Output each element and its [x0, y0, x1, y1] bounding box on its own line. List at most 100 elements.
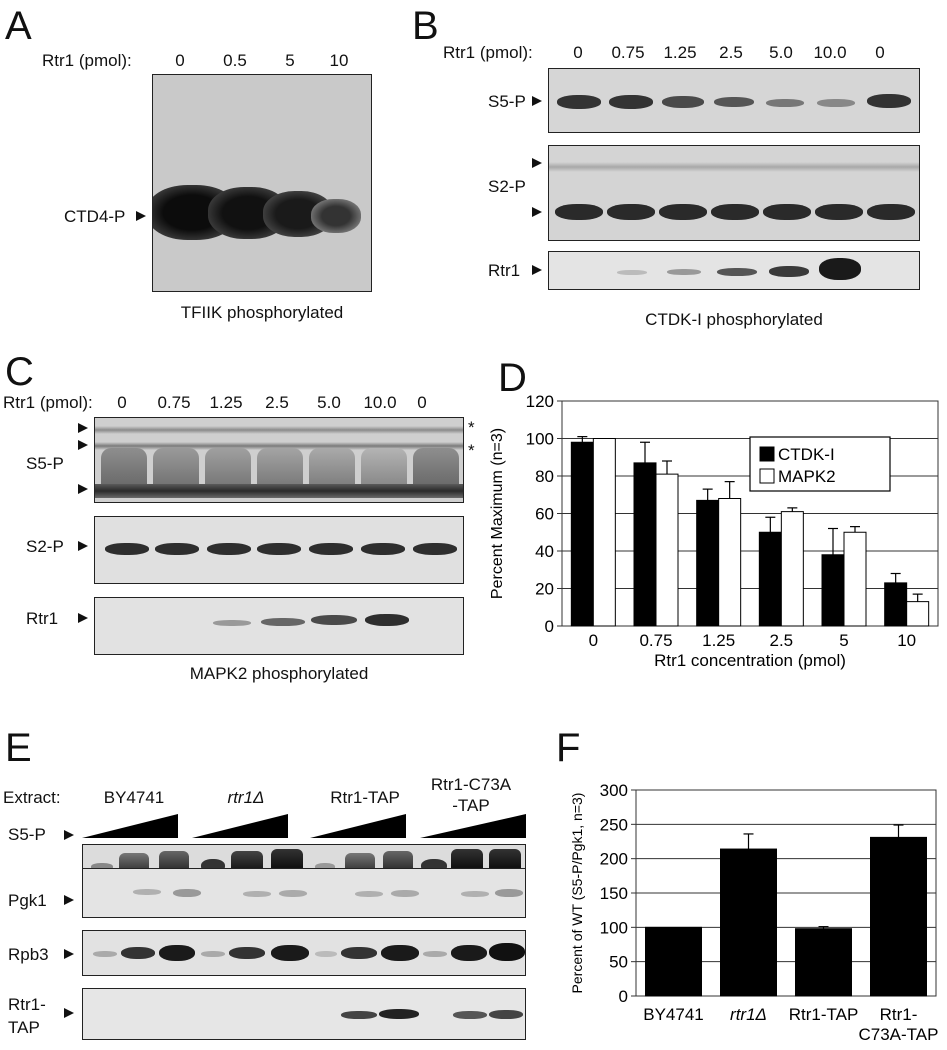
arrow-icon [64, 949, 74, 959]
bar [592, 438, 616, 627]
bar [795, 928, 852, 997]
x-tick-label: rtr1Δ [730, 1005, 767, 1024]
panel-b-blot-s5p [548, 68, 920, 133]
panel-c-lane-label: 10.0 [363, 393, 397, 412]
panel-c-axis-label: Rtr1 (pmol): [3, 393, 93, 412]
arrow-icon [532, 158, 542, 168]
x-tick-label: 0.75 [639, 631, 672, 650]
bar [718, 498, 742, 627]
panel-a-lane-label: 5 [285, 51, 295, 70]
panel-a-lane-label: 10 [329, 51, 349, 70]
panel-c-blot-rtr1 [94, 597, 464, 655]
bar [696, 499, 720, 627]
panel-a-blot [152, 74, 372, 292]
panel-e-strain-label: rtr1Δ [227, 788, 265, 807]
asterisk-marker: * [468, 441, 475, 460]
panel-c-blot-s2p [94, 516, 464, 584]
x-tick-label: 5 [839, 631, 848, 650]
panel-e-blot-label: TAP [8, 1018, 40, 1037]
panel-b-lane-label: 0 [875, 43, 885, 62]
arrow-icon [78, 484, 88, 494]
panel-a-letter: A [5, 4, 32, 48]
panel-b-lane-label: 10.0 [813, 43, 847, 62]
bar [884, 582, 908, 627]
arrow-icon [64, 895, 74, 905]
panel-d-chart: 0 20 40 60 80 100 120 Percent Maximum (n=3) 0 0.7… [489, 392, 939, 670]
panel-c-blot-s5p [94, 417, 464, 503]
panel-e-strain-label: Rtr1-TAP [330, 788, 400, 807]
legend-label: MAPK2 [778, 467, 836, 486]
arrow-icon [532, 207, 542, 217]
panel-c-caption: MAPK2 phosphorylated [189, 664, 369, 683]
bar [645, 926, 702, 997]
legend-swatch [759, 468, 775, 484]
titration-wedge [192, 814, 288, 838]
y-tick-label: 0 [545, 617, 554, 636]
bar [720, 848, 777, 997]
bar [633, 462, 657, 627]
asterisk-marker: * [468, 418, 475, 437]
bar [780, 511, 804, 627]
panel-b-lane-label: 1.25 [663, 43, 697, 62]
bar [655, 473, 679, 627]
arrow-icon [136, 211, 146, 221]
panel-b-blot-label: S2-P [488, 177, 526, 196]
titration-wedge [420, 814, 526, 838]
arrow-icon [78, 541, 88, 551]
panel-c-lane-label: 5.0 [317, 393, 341, 412]
legend-swatch [759, 446, 775, 462]
y-tick-label: 40 [535, 542, 554, 561]
panel-c-lane-label: 0.75 [157, 393, 191, 412]
panel-b-blot-label: Rtr1 [488, 261, 521, 280]
x-tick-label: Rtr1-TAP [789, 1005, 859, 1024]
titration-wedge [310, 814, 406, 838]
panel-e-strain-label: Rtr1-C73A [430, 775, 512, 794]
panel-f-letter: F [556, 726, 581, 770]
x-tick-label: 1.25 [702, 631, 735, 650]
y-tick-label: 150 [600, 884, 628, 903]
panel-e-strain-label: BY4741 [103, 788, 165, 807]
panel-a-caption: TFIIK phosphorylated [180, 303, 344, 322]
legend-label: CTDK-I [778, 445, 835, 464]
panel-e-blot-label: Rpb3 [8, 945, 49, 964]
x-tick-label: Rtr1- [880, 1005, 918, 1024]
arrow-icon [532, 265, 542, 275]
panel-e-blot-label: Rtr1- [8, 995, 46, 1014]
y-tick-label: 80 [535, 467, 554, 486]
titration-wedge [82, 814, 178, 838]
x-axis-label: Rtr1 concentration (pmol) [654, 651, 846, 670]
y-tick-label: 50 [609, 953, 628, 972]
y-tick-label: 300 [600, 781, 628, 800]
y-tick-label: 60 [535, 505, 554, 524]
bar [758, 531, 782, 627]
arrow-icon [64, 830, 74, 840]
panel-e-blot-pgk1 [82, 868, 526, 918]
panel-b-blot-rtr1 [548, 251, 920, 290]
bar [843, 531, 867, 627]
panel-c-blot-label: Rtr1 [26, 609, 59, 628]
panel-e-strain-label: -TAP [452, 796, 490, 815]
panel-a-band-label: CTD4-P [64, 207, 126, 226]
panel-c-lane-label: 1.25 [209, 393, 243, 412]
x-tick-label: BY4741 [643, 1005, 704, 1024]
bar [821, 554, 845, 627]
panel-e-blot-rpb3 [82, 930, 526, 976]
x-tick-label: 10 [897, 631, 916, 650]
y-axis-label: Percent Maximum (n=3) [489, 428, 506, 599]
y-tick-label: 20 [535, 580, 554, 599]
panel-c-blot-label: S2-P [26, 537, 64, 556]
panel-b-lane-label: 2.5 [719, 43, 743, 62]
arrow-icon [78, 423, 88, 433]
panel-c-blot-label: S5-P [26, 454, 64, 473]
panel-b-blot-s2p [548, 145, 920, 241]
arrow-icon [532, 96, 542, 106]
y-tick-label: 100 [526, 430, 554, 449]
panel-b-lane-label: 0.75 [611, 43, 645, 62]
panel-b-axis-label: Rtr1 (pmol): [443, 43, 533, 62]
panel-c-lane-label: 0 [117, 393, 127, 412]
y-tick-label: 200 [600, 850, 628, 869]
panel-c-lane-label: 0 [417, 393, 427, 412]
bar [870, 836, 927, 997]
panel-e-blot-rtr1-tap [82, 988, 526, 1040]
y-axis-label: Percent of WT (S5-P/Pgk1, n=3) [569, 793, 585, 994]
